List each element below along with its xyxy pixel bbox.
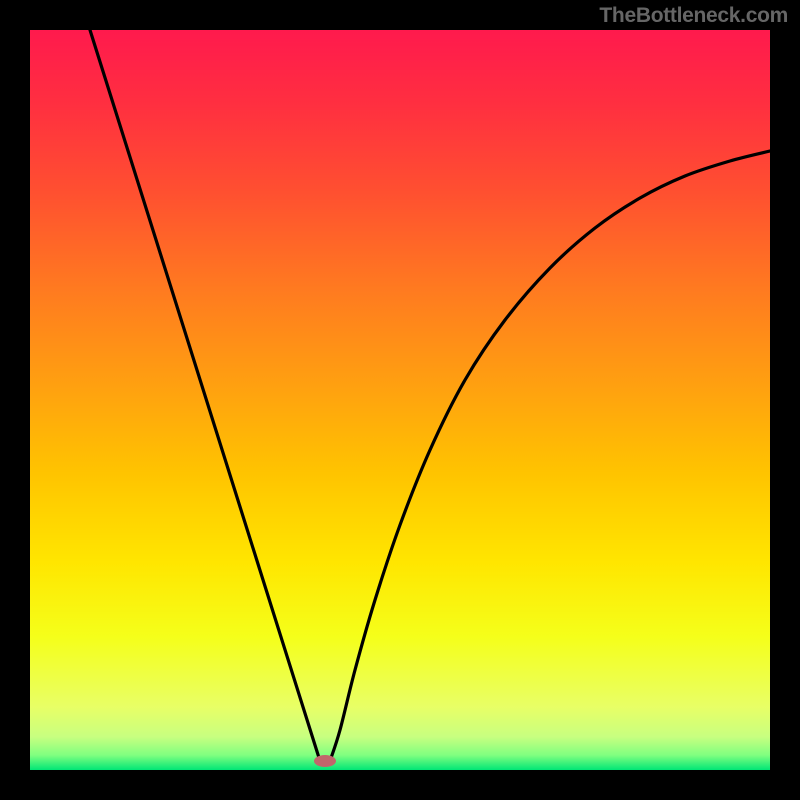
chart-frame: TheBottleneck.com: [0, 0, 800, 800]
gradient-background: [30, 30, 770, 770]
plot-svg: [30, 30, 770, 770]
plot-area: [30, 30, 770, 770]
attribution-text: TheBottleneck.com: [599, 4, 788, 28]
minimum-marker: [314, 755, 336, 767]
